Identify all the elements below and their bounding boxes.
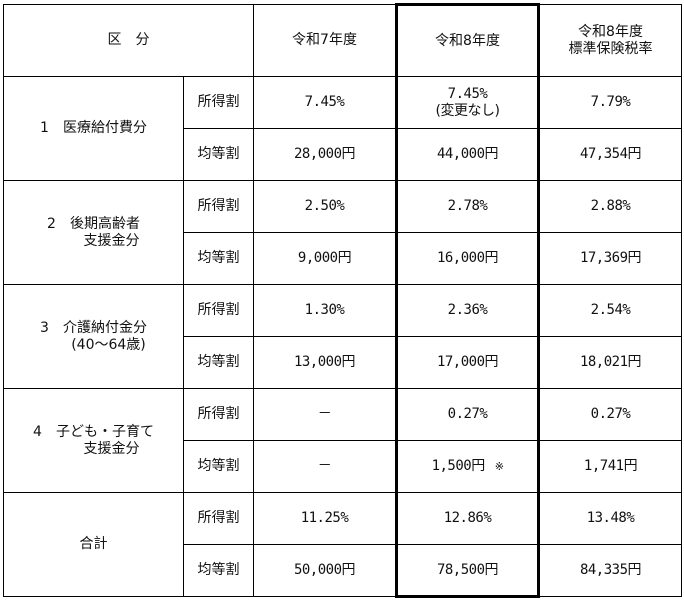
section-2-label: 2 後期高齢者 支援金分: [3, 180, 184, 285]
r8-value: 1,500円 ※: [395, 440, 540, 493]
table-row: 4 子ども・子育て 支援金分 所得割 － 0.27% 0.27%: [3, 388, 682, 493]
std-value: 2.88%: [538, 180, 682, 233]
header-row: 区 分 令和7年度 令和8年度 令和8年度 標準保険税率: [3, 3, 682, 77]
flat-label: 均等割: [183, 232, 254, 285]
flat-label: 均等割: [183, 128, 254, 181]
section-name-line2: (40～64歳): [71, 336, 146, 353]
table-row: 均等割 13,000円 17,000円 18,021円: [4, 336, 682, 389]
total-label: 合計: [3, 492, 184, 597]
r7-value: 13,000円: [253, 336, 397, 389]
r8-value: 2.78%: [395, 180, 540, 233]
income-label: 所得割: [183, 388, 254, 441]
section-1-label: 1 医療給付費分: [3, 76, 184, 181]
header-standard: 令和8年度 標準保険税率: [538, 4, 682, 77]
table-row: 均等割 － 1,500円 ※ 1,741円: [4, 440, 682, 493]
header-r8: 令和8年度: [395, 3, 540, 77]
std-value: 0.27%: [538, 388, 682, 441]
std-value: 13.48%: [538, 492, 682, 545]
std-value: 84,335円: [538, 544, 682, 597]
r8-amount: 1,500円: [431, 458, 486, 474]
r7-value: 2.50%: [253, 180, 397, 233]
std-value: 7.79%: [538, 76, 682, 129]
r8-value: 7.45% (変更なし): [395, 76, 540, 129]
header-standard-line1: 令和8年度: [578, 23, 643, 40]
table-row: 均等割 50,000円 78,500円 84,335円: [4, 544, 682, 598]
section-3-label: 3 介護納付金分 (40～64歳): [3, 284, 184, 389]
r8-value: 16,000円: [395, 232, 540, 285]
r7-value: 1.30%: [253, 284, 397, 337]
section-name: 後期高齢者: [69, 215, 140, 232]
r8-value: 12.86%: [395, 492, 540, 545]
tax-rate-table: 区 分 令和7年度 令和8年度 令和8年度 標準保険税率 1 医療給付費分 所得割…: [3, 3, 682, 598]
header-standard-line2: 標準保険税率: [568, 40, 653, 57]
section-number: 3: [40, 319, 49, 336]
r8-note: (変更なし): [435, 102, 500, 119]
std-value: 17,369円: [538, 232, 682, 285]
table-row: 3 介護納付金分 (40～64歳) 所得割 1.30% 2.36% 2.54%: [3, 284, 682, 389]
section-number: 1: [40, 120, 49, 136]
r8-rate: 7.45%: [447, 85, 488, 102]
r8-value: 44,000円: [395, 128, 540, 181]
r7-value: 50,000円: [253, 544, 397, 597]
r8-value: 2.36%: [395, 284, 540, 337]
section-name: 子ども・子育て: [55, 423, 154, 440]
flat-label: 均等割: [183, 336, 254, 389]
section-number: 4: [33, 423, 42, 440]
section-name: 介護納付金分: [62, 319, 147, 336]
std-value: 18,021円: [538, 336, 682, 389]
header-r7: 令和7年度: [253, 4, 397, 77]
r8-value: 0.27%: [395, 388, 540, 441]
r7-value: 11.25%: [253, 492, 397, 545]
r8-value: 78,500円: [395, 544, 540, 598]
r7-value: －: [253, 388, 397, 441]
section-number: 2: [47, 215, 56, 232]
income-label: 所得割: [183, 180, 254, 233]
r7-value: 28,000円: [253, 128, 397, 181]
std-value: 2.54%: [538, 284, 682, 337]
header-category: 区 分: [3, 4, 254, 77]
table-row: 1 医療給付費分 所得割 7.45% 7.45% (変更なし) 7.79%: [3, 76, 682, 181]
flat-label: 均等割: [183, 544, 254, 597]
r8-value: 17,000円: [395, 336, 540, 389]
footnote-mark: ※: [494, 460, 504, 473]
section-name-line2: 支援金分: [83, 232, 140, 249]
section-name-line2: 支援金分: [83, 440, 140, 457]
r7-value: －: [253, 440, 397, 493]
flat-label: 均等割: [183, 440, 254, 493]
income-label: 所得割: [183, 492, 254, 545]
std-value: 1,741円: [538, 440, 682, 493]
section-4-label: 4 子ども・子育て 支援金分: [3, 388, 184, 493]
income-label: 所得割: [183, 284, 254, 337]
table-row: 均等割 28,000円 44,000円 47,354円: [4, 128, 682, 181]
income-label: 所得割: [183, 76, 254, 129]
table-row: 均等割 9,000円 16,000円 17,369円: [4, 232, 682, 285]
table-row: 合計 所得割 11.25% 12.86% 13.48%: [3, 492, 682, 597]
r7-value: 9,000円: [253, 232, 397, 285]
r7-value: 7.45%: [253, 76, 397, 129]
table-row: 2 後期高齢者 支援金分 所得割 2.50% 2.78% 2.88%: [3, 180, 682, 285]
section-name: 医療給付費分: [62, 120, 147, 136]
std-value: 47,354円: [538, 128, 682, 181]
